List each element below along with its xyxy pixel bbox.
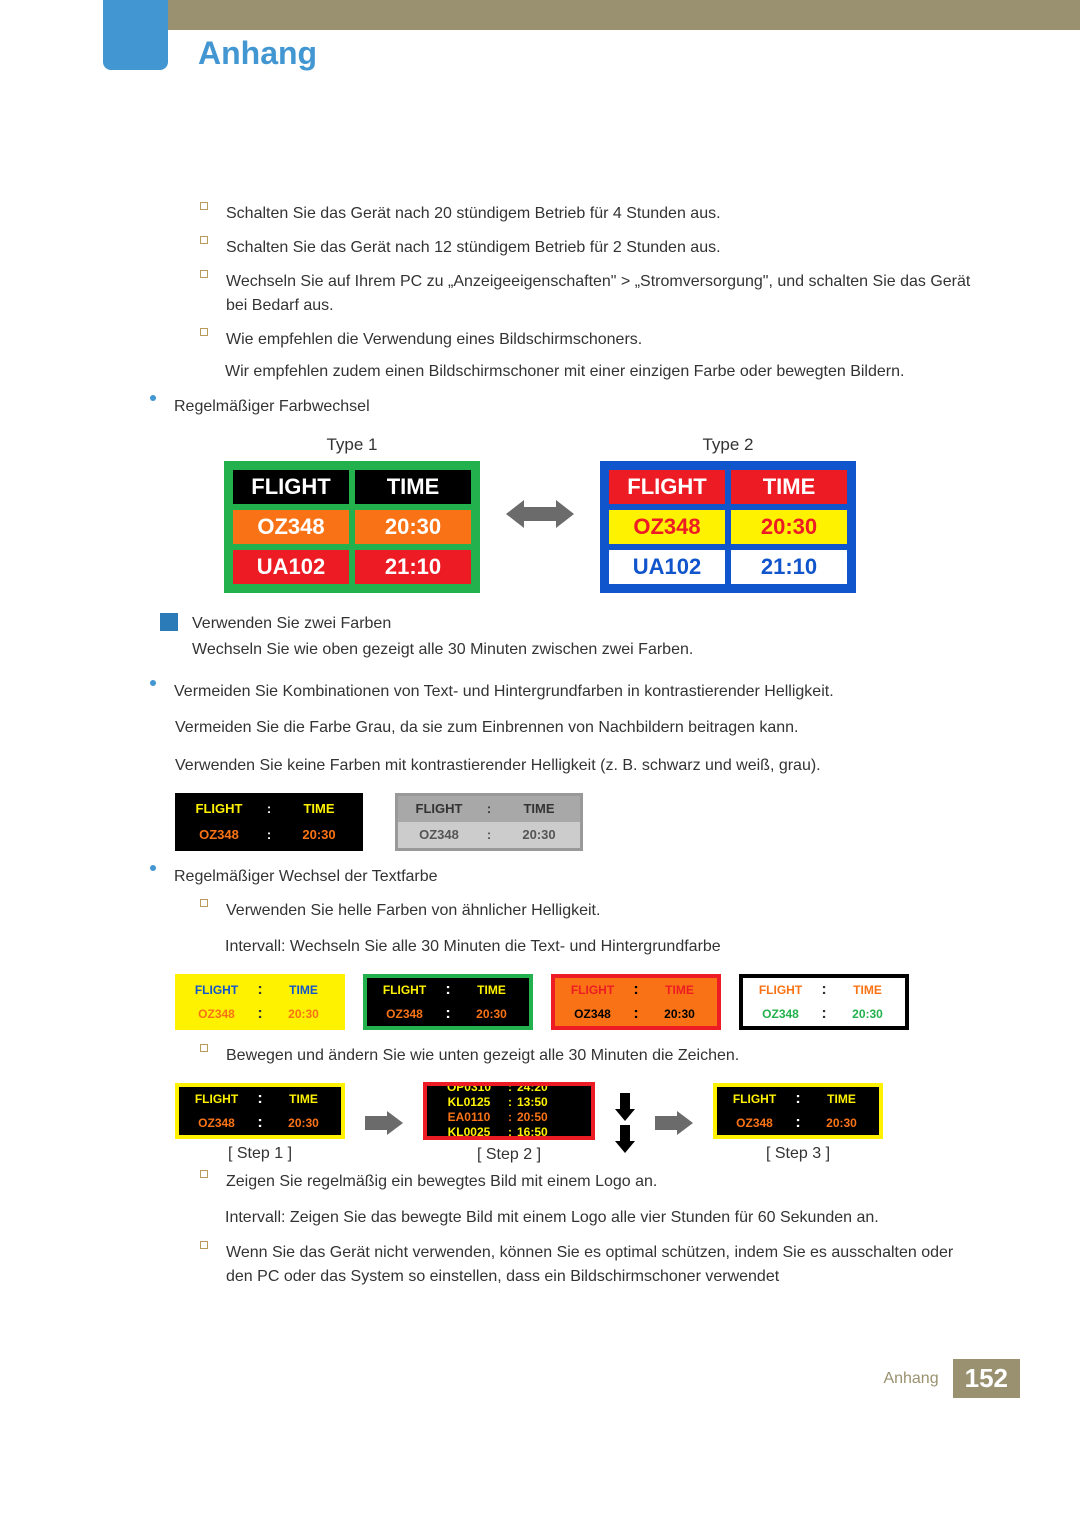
td: 21:10 [728, 547, 850, 587]
para-text: Verwenden Sie keine Farben mit kontrasti… [175, 752, 980, 779]
contrast-tables: FLIGHT:TIME OZ348:20:30 FLIGHT:TIME OZ34… [175, 793, 980, 851]
bullet-text: Schalten Sie das Gerät nach 12 stündigem… [226, 236, 980, 260]
th: TIME [498, 796, 580, 822]
dot-bullet-item: Vermeiden Sie Kombinationen von Text- un… [150, 680, 980, 704]
bullet-item: Schalten Sie das Gerät nach 20 stündigem… [200, 202, 980, 226]
td: 20:30 [278, 822, 360, 848]
flight-table-type2: FLIGHTTIME OZ34820:30 UA10221:10 [600, 461, 856, 593]
bullet-text: Vermeiden Sie Kombinationen von Text- un… [174, 680, 980, 704]
para-text: Intervall: Wechseln Sie alle 30 Minuten … [225, 933, 980, 960]
step1-table: FLIGHT:TIME OZ348:20:30 [175, 1083, 345, 1139]
bullet-text: Wie empfehlen die Verwendung eines Bilds… [226, 328, 980, 352]
mini-table-dark: FLIGHT:TIME OZ348:20:30 [175, 793, 363, 851]
down-arrows-icon [615, 1093, 635, 1153]
th: TIME [352, 467, 474, 507]
th: FLIGHT [398, 796, 480, 822]
type-label: Type 2 [600, 435, 856, 455]
mini-table-gray: FLIGHT:TIME OZ348:20:30 [395, 793, 583, 851]
th: FLIGHT [230, 467, 352, 507]
dot-bullet-item: Regelmäßiger Farbwechsel [150, 395, 980, 419]
step3-table: FLIGHT:TIME OZ348:20:30 [713, 1083, 883, 1139]
bullet-item: Schalten Sie das Gerät nach 12 stündigem… [200, 236, 980, 260]
step-row: FLIGHT:TIME OZ348:20:30 [ Step 1 ] OP031… [175, 1082, 980, 1164]
td: 20:30 [498, 822, 580, 848]
bullet-text: Zeigen Sie regelmäßig ein bewegtes Bild … [226, 1170, 980, 1194]
footer-page-number: 152 [953, 1359, 1020, 1398]
note-icon [160, 613, 178, 631]
step-label: [ Step 1 ] [175, 1145, 345, 1163]
step2-scroll-box: OP0310:24:20 KL0125:13:50 EA0110:20:50 K… [423, 1082, 595, 1140]
bullet-text: Bewegen und ändern Sie wie unten gezeigt… [226, 1044, 980, 1068]
content-area: Schalten Sie das Gerät nach 20 stündigem… [0, 162, 1080, 1329]
td: OZ348 [178, 822, 260, 848]
bullet-item: Bewegen und ändern Sie wie unten gezeigt… [200, 1044, 980, 1068]
note-line: Wechseln Sie wie oben gezeigt alle 30 Mi… [192, 637, 980, 663]
mini-table-v4: FLIGHT:TIME OZ348:20:30 [739, 974, 909, 1030]
bullet-text: Regelmäßiger Farbwechsel [174, 395, 980, 419]
type-label: Type 1 [224, 435, 480, 455]
td: OZ348 [606, 507, 728, 547]
double-arrow-icon [506, 500, 574, 528]
step-label: [ Step 2 ] [423, 1146, 595, 1164]
td: 20:30 [728, 507, 850, 547]
bullet-item: Wechseln Sie auf Ihrem PC zu „Anzeigeeig… [200, 270, 980, 318]
note-line: Verwenden Sie zwei Farben [192, 611, 980, 637]
flight-table-type1: FLIGHTTIME OZ34820:30 UA10221:10 [224, 461, 480, 593]
mini-table-v1: FLIGHT:TIME OZ348:20:30 [175, 974, 345, 1030]
header-title: Anhang [198, 35, 317, 72]
bullet-item: Zeigen Sie regelmäßig ein bewegtes Bild … [200, 1170, 980, 1194]
page-footer: Anhang 152 [0, 1329, 1080, 1428]
td: UA102 [606, 547, 728, 587]
bullet-item: Verwenden Sie helle Farben von ähnlicher… [200, 899, 980, 923]
step-label: [ Step 3 ] [713, 1145, 883, 1163]
arrow-right-icon [365, 1111, 403, 1135]
para-text: Intervall: Zeigen Sie das bewegte Bild m… [225, 1204, 980, 1231]
td: 20:30 [352, 507, 474, 547]
bullet-text: Schalten Sie das Gerät nach 20 stündigem… [226, 202, 980, 226]
td: 21:10 [352, 547, 474, 587]
dot-bullet-item: Regelmäßiger Wechsel der Textfarbe [150, 865, 980, 889]
footer-label: Anhang [883, 1370, 938, 1388]
td: OZ348 [398, 822, 480, 848]
note: Verwenden Sie zwei Farben Wechseln Sie w… [100, 611, 980, 662]
color-change-tables: Type 1 FLIGHTTIME OZ34820:30 UA10221:10 … [100, 435, 980, 593]
th: FLIGHT [606, 467, 728, 507]
mini-table-v2: FLIGHT:TIME OZ348:20:30 [363, 974, 533, 1030]
para-text: Vermeiden Sie die Farbe Grau, da sie zum… [175, 714, 980, 741]
td: UA102 [230, 547, 352, 587]
bullet-text: Regelmäßiger Wechsel der Textfarbe [174, 865, 980, 889]
header-tab [103, 0, 168, 70]
th: FLIGHT [178, 796, 260, 822]
bullet-text: Wenn Sie das Gerät nicht verwenden, könn… [226, 1241, 980, 1289]
td: OZ348 [230, 507, 352, 547]
bullet-item: Wie empfehlen die Verwendung eines Bilds… [200, 328, 980, 352]
th: TIME [728, 467, 850, 507]
bullet-item: Wenn Sie das Gerät nicht verwenden, könn… [200, 1241, 980, 1289]
arrow-right-icon [655, 1111, 693, 1135]
bullet-text: Wechseln Sie auf Ihrem PC zu „Anzeigeeig… [226, 270, 980, 318]
bullet-text: Verwenden Sie helle Farben von ähnlicher… [226, 899, 980, 923]
th: TIME [278, 796, 360, 822]
text-color-tables: FLIGHT:TIME OZ348:20:30 FLIGHT:TIME OZ34… [175, 974, 980, 1030]
mini-table-v3: FLIGHT:TIME OZ348:20:30 [551, 974, 721, 1030]
extra-text: Wir empfehlen zudem einen Bildschirmscho… [225, 358, 980, 385]
